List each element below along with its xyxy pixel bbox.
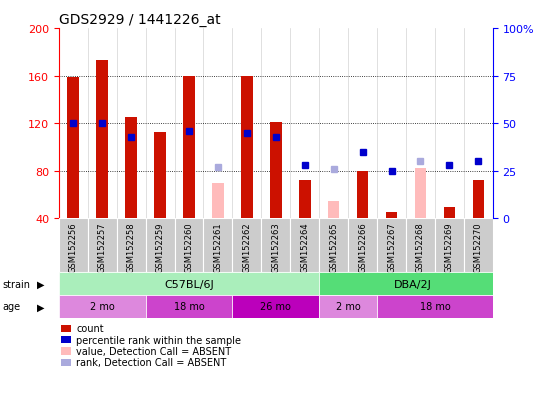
Text: strain: strain xyxy=(3,279,31,289)
Text: 26 mo: 26 mo xyxy=(260,301,291,312)
Text: 2 mo: 2 mo xyxy=(336,301,361,312)
Bar xyxy=(203,219,232,273)
Bar xyxy=(328,201,339,219)
Text: GSM152257: GSM152257 xyxy=(97,221,107,272)
Text: GSM152269: GSM152269 xyxy=(445,221,454,272)
Bar xyxy=(232,219,262,273)
Bar xyxy=(146,295,232,318)
Bar xyxy=(270,123,282,219)
Bar xyxy=(59,273,319,295)
Bar xyxy=(175,219,203,273)
Bar xyxy=(464,219,493,273)
Text: GSM152262: GSM152262 xyxy=(242,221,251,272)
Bar xyxy=(68,78,79,219)
Bar xyxy=(116,219,146,273)
Bar xyxy=(290,219,319,273)
Text: DBA/2J: DBA/2J xyxy=(394,279,432,289)
Text: GSM152267: GSM152267 xyxy=(387,221,396,272)
Text: 2 mo: 2 mo xyxy=(90,301,115,312)
Bar xyxy=(241,76,253,219)
Bar xyxy=(61,348,71,355)
Bar xyxy=(125,118,137,219)
Bar xyxy=(357,171,368,219)
Bar xyxy=(59,295,146,318)
Bar xyxy=(406,219,435,273)
Text: rank, Detection Call = ABSENT: rank, Detection Call = ABSENT xyxy=(76,358,226,368)
Text: ▶: ▶ xyxy=(37,279,44,289)
Bar xyxy=(61,359,71,366)
Bar xyxy=(146,219,175,273)
Bar xyxy=(435,219,464,273)
Bar xyxy=(377,219,406,273)
Bar xyxy=(61,325,71,332)
Bar xyxy=(377,295,493,318)
Text: value, Detection Call = ABSENT: value, Detection Call = ABSENT xyxy=(76,346,231,356)
Text: GSM152270: GSM152270 xyxy=(474,221,483,272)
Bar xyxy=(183,76,195,219)
Bar xyxy=(212,183,223,219)
Text: ▶: ▶ xyxy=(37,301,44,312)
Bar xyxy=(348,219,377,273)
Bar xyxy=(96,61,108,219)
Text: GSM152265: GSM152265 xyxy=(329,221,338,272)
Bar xyxy=(232,295,319,318)
Bar xyxy=(262,219,290,273)
Text: GSM152260: GSM152260 xyxy=(184,221,194,272)
Text: age: age xyxy=(3,301,21,312)
Text: 18 mo: 18 mo xyxy=(174,301,204,312)
Bar xyxy=(386,213,398,219)
Bar xyxy=(88,219,116,273)
Bar xyxy=(61,336,71,344)
Text: GSM152258: GSM152258 xyxy=(127,221,136,272)
Text: percentile rank within the sample: percentile rank within the sample xyxy=(76,335,241,345)
Text: count: count xyxy=(76,323,104,334)
Text: GSM152263: GSM152263 xyxy=(271,221,281,272)
Text: GSM152261: GSM152261 xyxy=(213,221,222,272)
Bar xyxy=(154,132,166,219)
Text: GSM152259: GSM152259 xyxy=(156,221,165,272)
Bar xyxy=(414,169,426,219)
Text: 18 mo: 18 mo xyxy=(419,301,450,312)
Text: GSM152256: GSM152256 xyxy=(69,221,78,272)
Text: GDS2929 / 1441226_at: GDS2929 / 1441226_at xyxy=(59,12,221,26)
Bar xyxy=(299,181,310,219)
Bar xyxy=(319,295,377,318)
Bar xyxy=(319,273,493,295)
Text: GSM152264: GSM152264 xyxy=(300,221,309,272)
Bar xyxy=(473,181,484,219)
Bar xyxy=(59,219,88,273)
Bar xyxy=(444,207,455,219)
Text: GSM152266: GSM152266 xyxy=(358,221,367,272)
Text: C57BL/6J: C57BL/6J xyxy=(164,279,214,289)
Bar xyxy=(319,219,348,273)
Text: GSM152268: GSM152268 xyxy=(416,221,425,272)
